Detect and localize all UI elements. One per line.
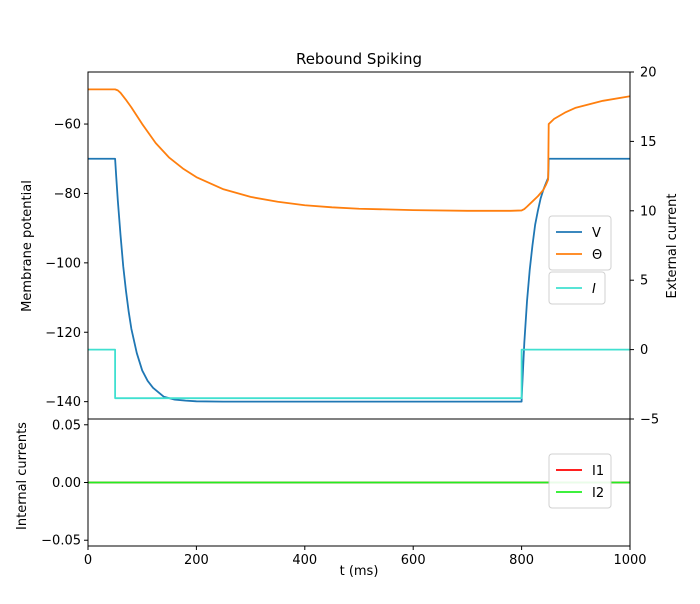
bottom-y-tick-label: −0.05 [41,534,81,549]
y2-tick-label: 0 [640,343,648,358]
x-tick-label: 200 [184,553,209,568]
bottom-plot: −0.05 0.00 0.05 0 200 400 600 800 1000 I1 I2 [41,418,646,568]
y2-tick-label: −5 [640,413,659,428]
y2-tick-label: 20 [640,66,657,81]
y-axis-label-left: Membrane potential [20,180,35,312]
bottom-y-tick-label: 0.05 [52,418,81,433]
series-line-Θ [88,88,631,212]
legend-left-box [548,215,612,271]
x-tick-label: 600 [401,553,426,568]
legend-label-V: V [592,226,601,241]
top-plot: −140 −120 −100 −80 −60 −5 0 5 10 15 20 VΘ I [45,66,659,428]
y2-tick-label: 15 [640,135,657,150]
y-axis-label-right: External current [665,194,680,299]
y-axis-label-bottom: Internal currents [15,422,30,530]
legend-label-Θ: Θ [592,248,602,263]
legend-label-I1: I1 [592,464,604,479]
legend-label-I2: I2 [592,486,604,501]
series-line-I [88,348,630,400]
x-axis-label: t (ms) [340,564,379,579]
x-tick-label: 800 [509,553,534,568]
y-tick-label: −120 [45,326,81,341]
legend-label-I: I [592,282,596,297]
y-tick-label: −100 [45,256,81,271]
y-tick-label: −140 [45,395,81,410]
y2-tick-label: 10 [640,204,657,219]
bottom-y-tick-label: 0.00 [52,476,81,491]
x-tick-label: 1000 [613,553,646,568]
y-tick-label: −80 [54,187,81,202]
x-tick-label: 0 [84,553,92,568]
legend-bottom-box [548,453,612,509]
series-line-V [88,157,630,403]
y2-tick-label: 5 [640,274,648,289]
chart-title: Rebound Spiking [296,50,422,68]
x-tick-label: 400 [292,553,317,568]
y-tick-label: −60 [54,118,81,133]
